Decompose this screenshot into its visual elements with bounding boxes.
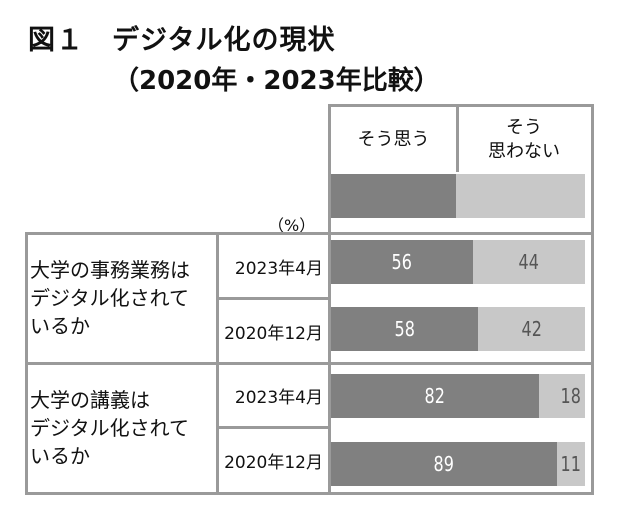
chart-subtitle: （2020年・2023年比較） (113, 66, 440, 96)
category-label-admin: 大学の事務業務は デジタル化されて いるか (30, 258, 190, 338)
bar-agree: 82 (331, 374, 539, 418)
unit-label: （%） (268, 216, 316, 235)
data-label-disagree: 44 (518, 250, 540, 274)
bar-disagree: 42 (478, 307, 585, 351)
date-label: 2023年4月 (234, 388, 323, 408)
legend-agree-label: そう思う (357, 128, 430, 150)
legend-disagree-text: そう 思わない (488, 116, 560, 162)
chart-title: 図１ デジタル化の現状 (28, 25, 336, 56)
bar-agree: 56 (331, 240, 473, 284)
date-divider-2 (216, 426, 331, 429)
data-label-agree: 89 (433, 452, 455, 476)
data-label-disagree: 11 (560, 452, 581, 476)
legend-disagree-label: そう 思わない (459, 107, 589, 172)
bar-disagree: 44 (473, 240, 585, 284)
date-label: 2020年12月 (224, 323, 323, 344)
header-divider (328, 232, 594, 235)
bar-agree: 89 (331, 442, 557, 486)
group-divider (25, 362, 594, 365)
data-label-agree: 58 (394, 317, 415, 341)
legend-agree-swatch (331, 174, 456, 218)
data-label-agree: 82 (424, 384, 446, 408)
legend-divider (456, 104, 459, 172)
data-label-disagree: 42 (521, 317, 542, 341)
bar-agree: 58 (331, 307, 478, 351)
category-label-lectures: 大学の講義は デジタル化されて いるか (30, 388, 189, 468)
data-label-disagree: 18 (560, 384, 581, 408)
bar-disagree: 11 (557, 442, 585, 486)
data-label-agree: 56 (391, 250, 413, 274)
legend-disagree-swatch (456, 174, 585, 218)
date-label: 2023年4月 (234, 258, 323, 279)
date-label: 2020年12月 (224, 453, 323, 473)
bar-disagree: 18 (539, 374, 585, 418)
date-divider-1 (216, 297, 331, 300)
